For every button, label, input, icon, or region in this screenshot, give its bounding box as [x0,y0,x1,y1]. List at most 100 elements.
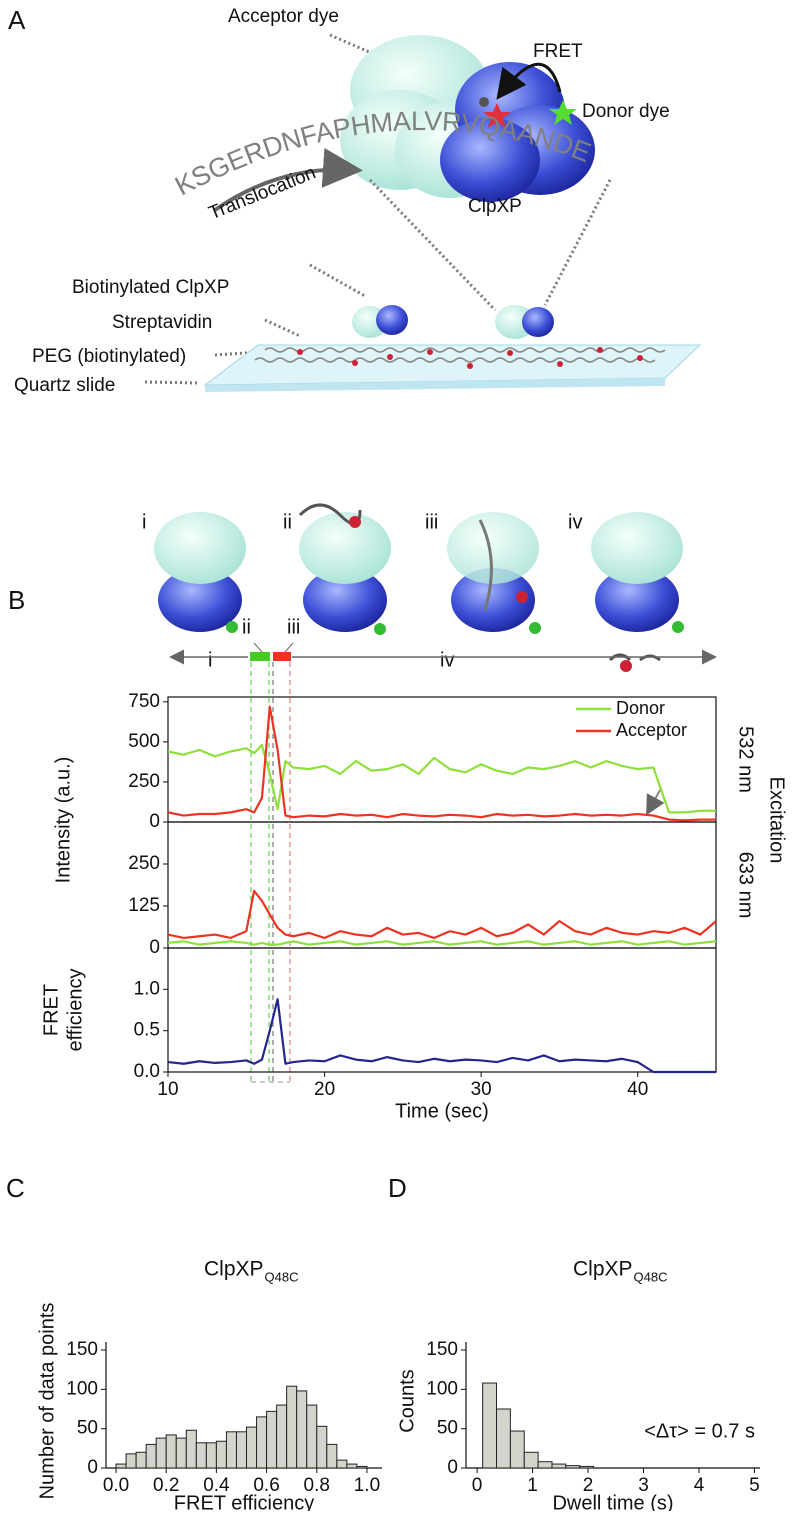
state-label: iv [568,511,582,533]
x-axis-label: FRET efficiency [174,1492,314,1511]
legend-label: Acceptor [616,720,687,740]
panel-label: D [388,1173,407,1203]
state-label: i [208,649,212,671]
line [167,889,717,940]
label: Biotinylated ClpXP [72,277,229,298]
x-tick-label: 0.8 [304,1475,330,1496]
chart-title: ClpXP [204,1258,264,1281]
line [167,998,716,1074]
x-tick-label: 3 [638,1475,649,1496]
legend-label: Donor [616,698,665,718]
x-tick-label: 1.0 [354,1475,380,1496]
x-axis-label: Time (sec) [395,1100,489,1122]
bar [145,1443,157,1469]
x-tick-label: 0.6 [253,1475,279,1496]
clpxp-small [352,305,554,339]
y-tick-label: 0 [87,1457,98,1478]
plot-frame [167,947,717,1073]
bar [496,1408,511,1469]
arrow [646,789,665,816]
label: FRET [533,41,583,62]
bar [215,1440,227,1469]
y-tick-label: 150 [66,1339,98,1360]
x-tick-label: 0 [472,1475,483,1496]
panel-label: A [8,5,26,35]
y-tick-label: 250 [128,853,160,874]
x-tick-label: 1 [527,1475,538,1496]
bar [565,1465,581,1469]
bar [482,1382,498,1469]
panel-label: C [6,1173,25,1203]
x-tick-label: 4 [694,1475,705,1496]
peg [254,357,656,363]
y-axis-label: Number of data points [36,1303,58,1500]
bar [256,1416,268,1469]
bar [306,1404,318,1469]
leader [543,179,612,306]
y-tick-label: 0 [149,811,160,832]
bar [175,1437,187,1469]
y-tick-label: 0 [447,1457,458,1478]
y-tick-label: 0 [149,937,160,958]
label: Acceptor dye [228,6,339,27]
chart-title: ClpXP [573,1258,633,1281]
state-bar [250,652,270,661]
chart-title-subscript: Q48C [265,1269,299,1284]
leader [309,263,366,298]
y-tick-label: 1.0 [134,978,160,999]
bar [356,1465,368,1469]
leader [144,380,201,385]
y-tick-label: 100 [66,1378,98,1399]
x-tick-label: 2 [583,1475,594,1496]
bar [286,1385,298,1469]
plot-frame [167,821,717,949]
bar [276,1404,288,1469]
dashed-guides [250,662,291,1083]
excitation-wavelength: 532 nm [735,726,757,793]
x-tick-label: 30 [471,1079,492,1100]
bar [125,1453,137,1469]
bar [225,1431,237,1469]
state-bar [273,652,291,661]
pointer [284,642,294,653]
x-tick-label: 0.0 [103,1475,129,1496]
label: Quartz slide [14,375,115,396]
y-tick-label: 125 [128,895,160,916]
x-tick-label: 5 [749,1475,760,1496]
y-tick-label: 0.0 [134,1061,160,1082]
x-tick-label: 40 [627,1079,648,1100]
bar [316,1425,328,1469]
bar [195,1442,207,1469]
line [167,940,717,946]
state-label: i [142,511,146,533]
bar [537,1461,553,1469]
chart-title-subscript: Q48C [634,1269,668,1284]
y-axis-label: Intensity (a.u.) [52,757,74,884]
slide-edge [205,378,665,392]
excitation-label: Excitation [766,777,788,864]
y-axis-label: FRET [40,984,62,1036]
pointer [253,642,263,653]
annotation: <Δτ> = 0.7 s [644,1420,755,1442]
y-tick-label: 150 [426,1339,458,1360]
y-axis-label: Counts [396,1369,418,1432]
bar [326,1443,338,1469]
clpxp-large [340,35,595,202]
y-tick-label: 500 [128,731,160,752]
y-axis-label: efficiency [64,968,86,1051]
bar [336,1459,348,1469]
leader [368,178,497,312]
arrow [213,147,363,212]
bar [115,1463,127,1469]
x-tick-label: 0.4 [203,1475,230,1496]
state-label: ii [242,616,251,638]
bar [296,1390,308,1469]
panel-b: B i ii iii iv ii iii i iv [8,503,788,1083]
y-tick-label: 50 [77,1418,98,1439]
state-label: iii [425,511,438,533]
label: Donor dye [582,101,670,122]
y-tick-label: 0.5 [134,1020,160,1041]
state-label: ii [283,511,292,533]
state-label: iii [287,616,300,638]
